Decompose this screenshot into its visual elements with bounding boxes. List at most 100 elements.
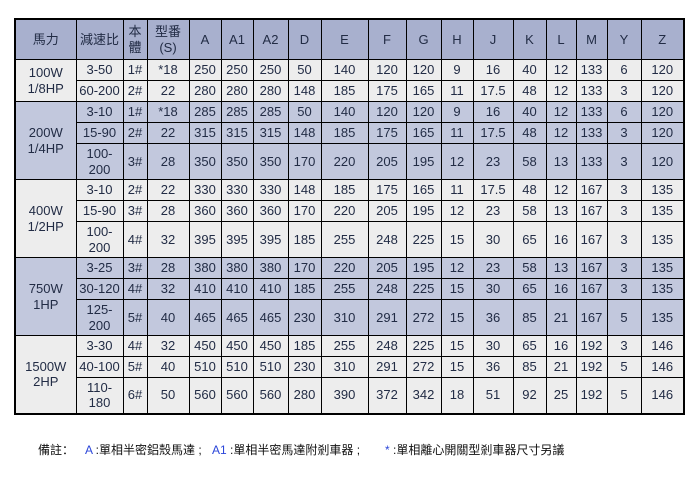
table-cell: 395 bbox=[252, 221, 289, 258]
column-header: 型番 (S) bbox=[146, 18, 190, 60]
table-cell: 30-120 bbox=[75, 278, 124, 300]
table-cell: 3 bbox=[606, 143, 642, 180]
table-cell: 30 bbox=[472, 335, 514, 357]
table-cell: 22 bbox=[146, 179, 190, 201]
table-cell: 167 bbox=[575, 200, 608, 222]
table-cell: 3# bbox=[122, 143, 148, 180]
table-cell: 372 bbox=[367, 377, 407, 414]
table-cell: 140 bbox=[320, 59, 369, 81]
table-cell: 9 bbox=[440, 59, 474, 81]
table-cell: 22 bbox=[146, 122, 190, 144]
table-cell: 12 bbox=[440, 143, 474, 180]
table-row: 15-90 2# 22 315 315 315 148 185 175 165 11 17.5 48 12… bbox=[15, 122, 685, 144]
table-cell: 5 bbox=[606, 356, 642, 378]
table-row: 200W 1/4HP 3-10 1# *18 285 285 285 50 140 120 120 9 1… bbox=[14, 101, 685, 180]
table-cell: 23 bbox=[472, 143, 514, 180]
table-row: 30-120 4# 32 410 410 410 185 255 248 225 15 30 65 16 1… bbox=[15, 278, 685, 300]
column-header: Y bbox=[606, 18, 642, 60]
table-cell: 15 bbox=[440, 356, 474, 378]
footnote-text-a: :單相半密鋁殼馬達 ; bbox=[92, 443, 202, 457]
table-row: 125- 200 5# 40 465 465 465 230 310 291 272 15 36 85 21… bbox=[15, 299, 685, 336]
power-group-label: 100W 1/8HP bbox=[14, 59, 77, 102]
table-cell: 195 bbox=[405, 200, 442, 222]
table-cell: 125- 200 bbox=[75, 299, 124, 336]
table-cell: 410 bbox=[188, 278, 222, 300]
table-cell: 410 bbox=[220, 278, 254, 300]
table-cell: 40 bbox=[146, 356, 190, 378]
column-header: A2 bbox=[252, 18, 289, 60]
table-cell: 3# bbox=[122, 200, 148, 222]
table-cell: 23 bbox=[472, 257, 514, 279]
table-cell: 100- 200 bbox=[75, 221, 124, 258]
table-cell: 3 bbox=[606, 257, 642, 279]
column-header: D bbox=[287, 18, 322, 60]
table-cell: 225 bbox=[405, 278, 442, 300]
table-cell: 225 bbox=[405, 221, 442, 258]
table-cell: 9 bbox=[440, 101, 474, 123]
table-cell: 250 bbox=[252, 59, 289, 81]
table-cell: 16 bbox=[545, 335, 577, 357]
table-cell: 16 bbox=[472, 101, 514, 123]
table-cell: 120 bbox=[405, 101, 442, 123]
table-cell: 13 bbox=[545, 200, 577, 222]
table-cell: 133 bbox=[575, 122, 608, 144]
table-cell: 135 bbox=[640, 257, 685, 279]
table-cell: 205 bbox=[367, 200, 407, 222]
table-row: 750W 1HP 3-25 3# 28 380 380 380 170 220 205 195 12 23… bbox=[14, 257, 685, 336]
table-cell: 330 bbox=[252, 179, 289, 201]
table-cell: 120 bbox=[640, 101, 685, 123]
table-cell: 18 bbox=[440, 377, 474, 414]
table-cell: 133 bbox=[575, 143, 608, 180]
table-cell: 248 bbox=[367, 221, 407, 258]
table-cell: 450 bbox=[252, 335, 289, 357]
table-cell: 3 bbox=[606, 278, 642, 300]
table-cell: 465 bbox=[252, 299, 289, 336]
table-cell: 3-10 bbox=[75, 179, 124, 201]
table-cell: 185 bbox=[320, 122, 369, 144]
table-cell: 280 bbox=[188, 80, 222, 102]
table-cell: 51 bbox=[472, 377, 514, 414]
table-row: 1500W 2HP 3-30 4# 32 450 450 450 185 255 248 225 15 3… bbox=[14, 335, 685, 414]
footnote-item-star: * :單相離心開關型剎車器尺寸另議 bbox=[385, 441, 564, 458]
table-cell: 185 bbox=[320, 80, 369, 102]
table-cell: 360 bbox=[188, 200, 222, 222]
table-cell: 135 bbox=[640, 179, 685, 201]
table-cell: 205 bbox=[367, 257, 407, 279]
table-cell: 280 bbox=[220, 80, 254, 102]
table-cell: 6# bbox=[122, 377, 148, 414]
table-cell: 380 bbox=[188, 257, 222, 279]
table-row: 400W 1/2HP 3-10 2# 22 330 330 330 148 185 175 165 11… bbox=[14, 179, 685, 258]
table-cell: 135 bbox=[640, 299, 685, 336]
column-header: L bbox=[545, 18, 577, 60]
table-cell: 465 bbox=[220, 299, 254, 336]
column-header: Z bbox=[640, 18, 685, 60]
table-cell: 100- 200 bbox=[75, 143, 124, 180]
column-header: 馬力 bbox=[14, 18, 77, 60]
table-cell: 3-10 bbox=[75, 101, 124, 123]
table-cell: 12 bbox=[440, 200, 474, 222]
table-cell: 5 bbox=[606, 377, 642, 414]
table-cell: 12 bbox=[545, 122, 577, 144]
table-cell: 48 bbox=[512, 122, 547, 144]
table-cell: 175 bbox=[367, 80, 407, 102]
table-cell: 220 bbox=[320, 143, 369, 180]
table-row: 60-200 2# 22 280 280 280 148 185 175 165 11 17.5 48 1… bbox=[15, 80, 685, 102]
column-header: H bbox=[440, 18, 474, 60]
column-header: M bbox=[575, 18, 608, 60]
table-cell: *18 bbox=[146, 59, 190, 81]
table-cell: 36 bbox=[472, 299, 514, 336]
table-cell: 255 bbox=[320, 335, 369, 357]
column-header: K bbox=[512, 18, 547, 60]
table-cell: 230 bbox=[287, 299, 322, 336]
table-cell: 28 bbox=[146, 257, 190, 279]
header-row: 馬力 減速比本體型番 (S) A A1 A2 D E F G H J K L M Y Z bbox=[14, 18, 685, 60]
table-cell: 220 bbox=[320, 200, 369, 222]
table-cell: 13 bbox=[545, 257, 577, 279]
column-header: F bbox=[367, 18, 407, 60]
table-cell: 285 bbox=[220, 101, 254, 123]
table-cell: 170 bbox=[287, 257, 322, 279]
table-cell: 28 bbox=[146, 143, 190, 180]
table-cell: 3 bbox=[606, 335, 642, 357]
table-cell: 146 bbox=[640, 356, 685, 378]
